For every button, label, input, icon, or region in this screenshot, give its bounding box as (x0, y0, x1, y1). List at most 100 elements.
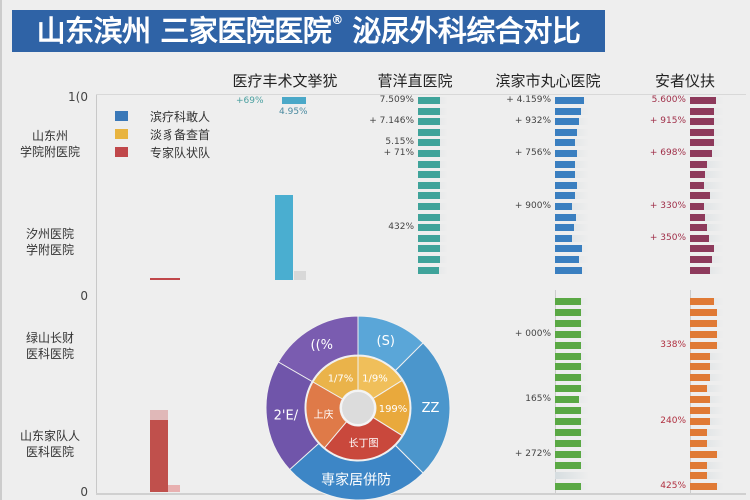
bar-red (150, 419, 168, 492)
bar (555, 203, 572, 210)
bar (555, 160, 576, 168)
slice-label: 2'E/ (274, 409, 299, 424)
row-label: 山东州 学院附医院 (19, 129, 80, 159)
bar (690, 234, 709, 242)
bar (690, 118, 715, 126)
bar (555, 224, 574, 232)
data-label: 5.15% (385, 137, 414, 148)
bar (555, 128, 578, 136)
slice-label: 199% (379, 404, 408, 415)
bar (690, 266, 711, 274)
bar (555, 352, 581, 360)
bar (418, 97, 440, 104)
data-label: 7.509% (379, 95, 414, 105)
legend-item: 滨疗科敢人 (115, 107, 210, 125)
title-text-2: 泌尿外科综合对比 (352, 14, 581, 48)
bar-stub (168, 485, 180, 492)
bar (555, 192, 576, 200)
bar (555, 171, 575, 179)
legend-swatch (115, 147, 128, 157)
bar (690, 417, 711, 425)
donut-slice (265, 361, 320, 471)
bar-track (690, 203, 724, 210)
donut-chart: ((% (S) ZZ 専家居併防 2'E/1/7% 1/9% 199% 长丁图 上庆 (265, 315, 451, 500)
bar-red-small (150, 278, 180, 280)
bar (555, 308, 581, 316)
legend-swatch (115, 129, 128, 139)
bar (690, 128, 715, 136)
bar (690, 428, 707, 436)
row-label: 山东家队人 医科医院 (19, 429, 80, 459)
bar (555, 245, 583, 253)
bar (690, 319, 718, 327)
bar-track (690, 213, 724, 221)
bar-track (690, 461, 724, 469)
column-title: 医疗丰术文挙犹 (232, 72, 338, 90)
bar (418, 150, 440, 157)
slice-label: ZZ (422, 401, 440, 416)
data-label: 240% (660, 415, 686, 426)
data-label: 5.600% (651, 95, 686, 105)
y-tick: 1(0 (68, 90, 88, 104)
top-grid-line (96, 94, 746, 95)
bar (690, 374, 711, 382)
bar (690, 483, 718, 491)
bar (690, 396, 711, 404)
bar (555, 428, 581, 436)
x-axis-line (96, 493, 746, 495)
bar (418, 224, 440, 232)
bar (555, 319, 581, 327)
bar (690, 298, 714, 305)
data-label: 425% (660, 481, 686, 492)
bar (418, 203, 440, 210)
bar (418, 181, 440, 189)
bar-track (555, 472, 589, 480)
bar (555, 396, 579, 404)
bar (690, 352, 711, 360)
data-label: + 350% (649, 232, 686, 243)
bar (418, 107, 440, 115)
bar (555, 330, 581, 338)
bar (418, 118, 440, 126)
legend-item: 专家队状队 (115, 143, 210, 161)
bar (555, 385, 581, 393)
bar (690, 341, 718, 349)
slice-label: 1/7% (328, 374, 354, 385)
bar (690, 97, 716, 104)
data-label: +69% (236, 96, 264, 106)
data-label: 165% (525, 394, 551, 405)
bar (555, 97, 584, 104)
bar (690, 439, 707, 447)
bar (690, 139, 714, 147)
bar (555, 213, 577, 221)
bar-cap (150, 410, 168, 420)
bar-track (690, 171, 724, 179)
bar (555, 150, 578, 157)
bar (555, 234, 572, 242)
data-label: + 000% (514, 328, 551, 339)
bar (555, 363, 581, 371)
bar (690, 203, 705, 210)
bar (555, 298, 581, 305)
registered-mark: ® (331, 13, 343, 27)
bar (418, 234, 440, 242)
y-tick: 0 (80, 485, 88, 499)
legend-swatch (115, 111, 128, 121)
data-label: + 900% (514, 201, 551, 211)
bar (690, 171, 706, 179)
bar (690, 192, 711, 200)
bar-track (690, 385, 724, 393)
bar (690, 160, 707, 168)
page-title: 山东滨州 三家医院医院® 泌尿外科综合对比 (12, 10, 605, 52)
data-label: + 932% (514, 116, 551, 127)
bar (690, 245, 715, 253)
bar (555, 439, 581, 447)
bar (555, 341, 581, 349)
column-title: 菅洋直医院 (377, 72, 453, 90)
bar (555, 139, 576, 147)
data-label: 432% (388, 222, 414, 233)
data-label: 338% (660, 339, 686, 350)
bar-track (690, 428, 724, 436)
data-label: + 71% (383, 148, 414, 158)
slice-label: ((% (311, 338, 334, 353)
